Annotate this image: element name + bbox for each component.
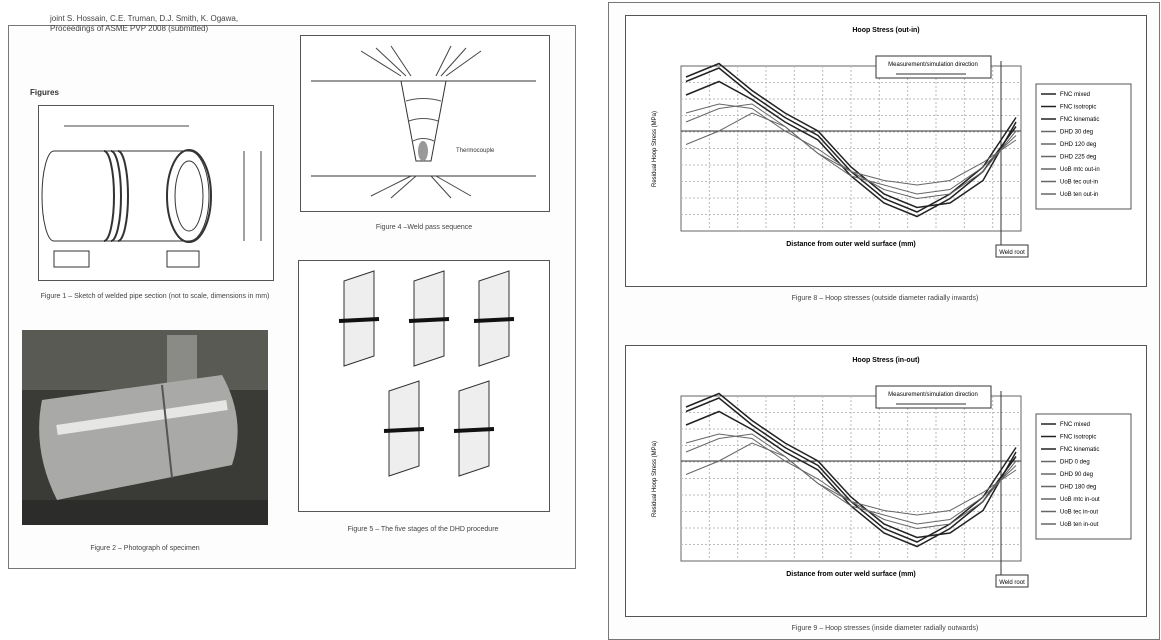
x-axis-label: Distance from outer weld surface (mm) bbox=[786, 571, 916, 578]
chart-title: Hoop Stress (in-out) bbox=[852, 357, 919, 364]
legend-label: UoB tec out-in bbox=[1060, 180, 1098, 186]
reference: joint S. Hossain, C.E. Truman, D.J. Smit… bbox=[50, 14, 239, 33]
chart-figure: Hoop Stress (out-in) Measurement/simulati… bbox=[625, 15, 1147, 287]
legend-label: UoB tec in-out bbox=[1060, 510, 1098, 516]
weld-sketch bbox=[311, 45, 536, 199]
annotation: Measurement/simulation direction bbox=[888, 62, 978, 68]
legend-label: DHD 180 deg bbox=[1060, 485, 1096, 491]
legend-label: UoB mtc in-out bbox=[1060, 497, 1100, 503]
legend-label: UoB ten in-out bbox=[1060, 522, 1099, 528]
legend-label: DHD 225 deg bbox=[1060, 155, 1096, 161]
annotation: Measurement/simulation direction bbox=[888, 392, 978, 398]
chart-title: Hoop Stress (out-in) bbox=[852, 27, 919, 34]
legend-label: DHD 90 deg bbox=[1060, 472, 1093, 478]
curve bbox=[685, 433, 1017, 525]
legend-label: FNC kinematic bbox=[1060, 447, 1099, 453]
annotation-box bbox=[875, 55, 992, 79]
marker-box bbox=[995, 244, 1029, 258]
legend-label: DHD 120 deg bbox=[1060, 142, 1096, 148]
legend-label: FNC mixed bbox=[1060, 92, 1090, 98]
caption: Figure 9 – Hoop stresses (inside diamete… bbox=[791, 625, 979, 632]
label: Thermocouple bbox=[456, 148, 495, 154]
chart-figure: Hoop Stress (in-out) Measurement/simulati… bbox=[625, 345, 1147, 617]
legend-label: FNC kinematic bbox=[1060, 117, 1099, 123]
legend-label: UoB mtc out-in bbox=[1060, 167, 1100, 173]
legend-label: FNC isotropic bbox=[1060, 435, 1096, 441]
caption: Figure 8 – Hoop stresses (outside diamet… bbox=[791, 295, 979, 302]
figure-5 bbox=[298, 260, 550, 512]
photo bbox=[22, 330, 268, 525]
curve bbox=[685, 442, 1017, 516]
marker-label: Weld root bbox=[999, 250, 1025, 256]
legend-label: FNC mixed bbox=[1060, 422, 1090, 428]
legend-label: DHD 0 deg bbox=[1060, 460, 1090, 466]
dhd-stages bbox=[338, 270, 515, 477]
legend bbox=[1035, 83, 1132, 210]
legend-label: UoB ten out-in bbox=[1060, 192, 1098, 198]
y-axis-label: Residual Hoop Stress (MPa) bbox=[652, 111, 658, 187]
figure-4: Thermocouple bbox=[300, 35, 550, 212]
marker-label: Weld root bbox=[999, 580, 1025, 586]
figure-2 bbox=[22, 330, 268, 525]
legend bbox=[1035, 413, 1132, 540]
curve bbox=[685, 62, 1017, 209]
curve bbox=[685, 103, 1017, 195]
figure-1 bbox=[38, 105, 274, 281]
legend-label: FNC isotropic bbox=[1060, 105, 1096, 111]
curve bbox=[685, 392, 1017, 539]
x-axis-label: Distance from outer weld surface (mm) bbox=[786, 241, 916, 248]
caption: Figure 4 –Weld pass sequence bbox=[375, 224, 473, 231]
heading: Figures bbox=[30, 88, 59, 97]
caption: Figure 2 – Photograph of specimen bbox=[90, 545, 200, 552]
marker-box bbox=[995, 574, 1029, 588]
caption: Figure 1 – Sketch of welded pipe section… bbox=[40, 293, 270, 300]
y-axis-label: Residual Hoop Stress (MPa) bbox=[652, 441, 658, 517]
caption: Figure 5 – The five stages of the DHD pr… bbox=[347, 526, 499, 533]
legend-label: DHD 30 deg bbox=[1060, 130, 1093, 136]
curve bbox=[685, 112, 1017, 186]
annotation-box bbox=[875, 385, 992, 409]
pipe-sketch bbox=[41, 125, 262, 268]
